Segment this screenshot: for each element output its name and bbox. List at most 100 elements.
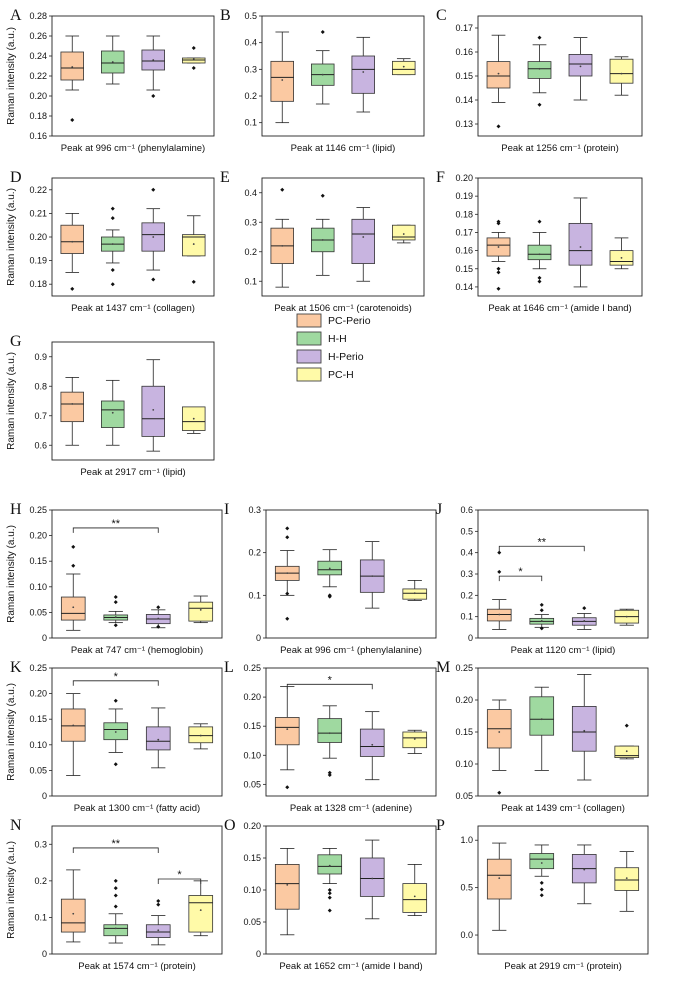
box-h-h [103, 698, 129, 767]
plot-frame [477, 177, 643, 297]
y-tick-label: 0.10 [455, 759, 473, 769]
box-h-h [103, 878, 129, 944]
box-iqr [60, 596, 86, 621]
box-h-perio [145, 707, 171, 769]
mean-marker [192, 58, 195, 60]
box-h-h [311, 193, 335, 276]
mean-marker [583, 868, 586, 871]
x-axis-label: Peak at 1439 cm⁻¹ (collagen) [501, 803, 625, 814]
mean-marker [114, 731, 117, 733]
box-iqr [568, 54, 593, 77]
y-tick-label: 0.4 [244, 38, 257, 48]
mean-marker [413, 738, 416, 740]
y-tick-label: 0.24 [29, 51, 47, 61]
bracket-line [498, 575, 543, 582]
significance-bracket: ** [498, 536, 585, 552]
mean-marker [328, 732, 331, 735]
outlier-point [113, 904, 118, 909]
panel-m: M 0.05 0.10 0.15 0.20 0.25 Peak at 1439 cm⁻¹ (… [436, 659, 649, 814]
legend: PC-Perio H-H H-Perio PC-H [296, 313, 371, 382]
mean-marker [114, 616, 117, 618]
y-tick-label: 0.22 [29, 185, 47, 195]
box-pc-h [392, 224, 416, 244]
y-tick-label: 0 [42, 949, 47, 959]
box-iqr [568, 222, 593, 266]
y-tick-label: 0.15 [455, 264, 473, 274]
y-tick-label: 0.14 [455, 95, 473, 105]
outlier-point [113, 698, 118, 703]
y-tick-label: 0.1 [460, 612, 473, 622]
mean-marker [111, 61, 114, 63]
outlier-point [151, 187, 156, 192]
box-pc-h [188, 595, 214, 624]
mean-marker [625, 750, 628, 753]
box-pc-perio [274, 686, 300, 790]
legend-item-h-h: H-H [296, 331, 347, 346]
y-tick-label: 0.2 [460, 590, 473, 600]
panel-letter: H [10, 501, 22, 518]
outlier-point [285, 526, 290, 531]
mean-marker [328, 864, 331, 867]
box-pc-perio [486, 550, 512, 630]
panel-e: E 0.1 0.2 0.3 0.4 Peak at 1506 cm⁻¹ (caroteno… [220, 169, 425, 314]
box-h-h [529, 602, 555, 631]
mean-marker [583, 620, 586, 622]
outlier-point [537, 102, 542, 107]
mean-marker [540, 620, 543, 622]
box-iqr [274, 717, 300, 746]
y-tick-label: 0.1 [244, 276, 257, 286]
significance-bracket: ** [72, 518, 159, 533]
y-tick-label: 0 [468, 633, 473, 643]
outlier-point [320, 193, 325, 198]
mean-marker [413, 592, 416, 595]
y-tick-label: 0.4 [460, 548, 473, 558]
outlier-point [71, 563, 76, 568]
y-tick-label: 0.05 [29, 607, 47, 617]
mean-marker [321, 73, 324, 76]
box-pc-perio [270, 187, 294, 288]
panel-letter: N [10, 817, 22, 834]
y-tick-label: 0.20 [243, 692, 261, 702]
y-tick-label: 0 [42, 633, 47, 643]
box-pc-perio [486, 699, 512, 795]
box-iqr [101, 400, 125, 428]
box-pc-h [188, 723, 214, 750]
legend-item-pc-h: PC-H [296, 367, 354, 382]
box-pc-perio [486, 219, 511, 291]
y-tick-label: 0.5 [460, 883, 473, 893]
y-tick-label: 0.20 [243, 821, 261, 831]
box-h-h [317, 848, 343, 913]
outlier-point [71, 544, 76, 549]
mean-marker [157, 738, 160, 741]
mean-marker [286, 572, 289, 575]
mean-marker [286, 728, 289, 730]
box-pc-h [609, 237, 634, 270]
y-tick-label: 0.3 [248, 505, 261, 515]
mean-marker [625, 615, 628, 618]
y-tick-label: 0.21 [29, 208, 47, 218]
bracket-line [72, 680, 159, 686]
legend-item-h-perio: H-Perio [296, 349, 364, 364]
mean-marker [583, 729, 586, 732]
significance-stars: ** [111, 838, 120, 850]
box-h-perio [141, 187, 165, 282]
mean-marker [498, 613, 501, 616]
significance-stars: * [328, 674, 333, 686]
box-pc-h [182, 46, 206, 70]
mean-marker [371, 743, 374, 746]
y-tick-label: 0.25 [29, 663, 47, 673]
box-iqr [359, 857, 385, 897]
mean-marker [199, 608, 202, 611]
mean-marker [497, 72, 500, 75]
outlier-point [285, 616, 290, 621]
legend-label-pc-h: PC-H [328, 369, 354, 381]
y-axis-label: Raman intensity (a.u.) [6, 683, 17, 781]
y-tick-label: 0.28 [29, 11, 47, 21]
plot-frame [51, 509, 223, 639]
x-axis-label: Peak at 996 cm⁻¹ (phenylalanine) [280, 645, 422, 656]
y-tick-label: 0.10 [29, 740, 47, 750]
box-h-perio [351, 207, 375, 282]
outlier-point [496, 266, 501, 271]
